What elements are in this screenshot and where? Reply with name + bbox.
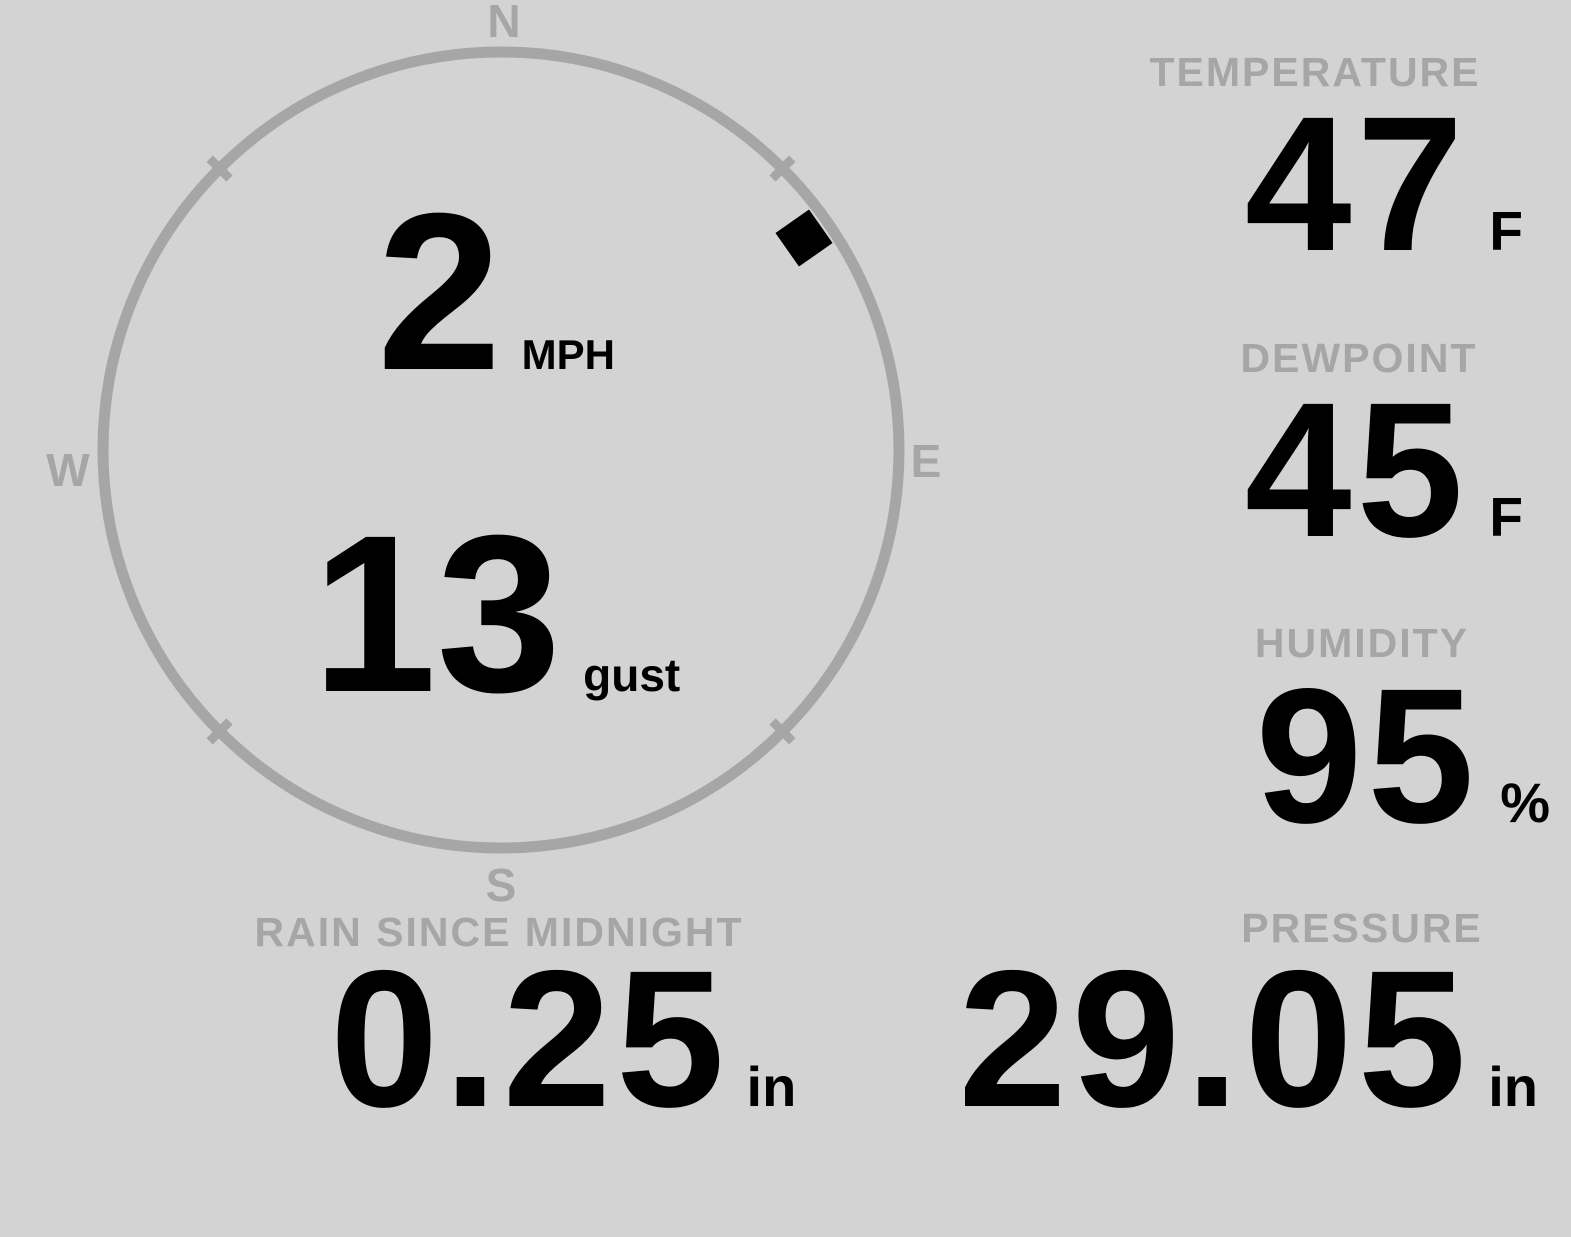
temperature-label: TEMPERATURE <box>1149 49 1481 95</box>
temperature-reading: 47 F <box>1245 88 1523 280</box>
dewpoint-reading: 45 F <box>1245 374 1523 566</box>
wind-speed-value: 2 <box>377 167 502 417</box>
rain-label: RAIN SINCE MIDNIGHT <box>254 909 744 955</box>
temperature-value: 47 <box>1244 76 1469 291</box>
humidity-value: 95 <box>1255 648 1480 863</box>
compass-label-west: W <box>46 444 90 496</box>
humidity-label: HUMIDITY <box>1254 620 1470 666</box>
dewpoint-unit: F <box>1489 486 1523 548</box>
compass-label-east: E <box>910 435 942 487</box>
compass-label-south: S <box>485 859 517 911</box>
wind-speed: 2 MPH <box>377 180 615 404</box>
wind-gust-unit: gust <box>583 649 681 701</box>
rain-reading: 0.25 in <box>330 942 796 1137</box>
dewpoint-label: DEWPOINT <box>1240 335 1478 381</box>
compass-tick-nw <box>206 155 233 182</box>
humidity-reading: 95 % <box>1256 660 1550 852</box>
compass-tick-sw <box>206 718 233 745</box>
wind-speed-unit: MPH <box>521 331 615 378</box>
compass-circle <box>97 46 905 854</box>
dewpoint-value: 45 <box>1244 362 1469 577</box>
temperature-unit: F <box>1489 200 1523 262</box>
pressure-value: 29.05 <box>958 930 1472 1148</box>
pressure-label: PRESSURE <box>1241 905 1483 951</box>
wind-gust: 13 gust <box>312 502 680 726</box>
rain-value: 0.25 <box>330 930 730 1148</box>
humidity-unit: % <box>1500 771 1550 834</box>
rain-unit: in <box>746 1055 797 1118</box>
wind-gust-value: 13 <box>312 489 562 739</box>
compass-tick-se <box>769 718 796 745</box>
compass-label-north: N <box>487 0 521 47</box>
pressure-reading: 29.05 in <box>958 942 1538 1137</box>
pressure-unit: in <box>1488 1055 1538 1118</box>
compass-tick-ne <box>769 155 796 182</box>
